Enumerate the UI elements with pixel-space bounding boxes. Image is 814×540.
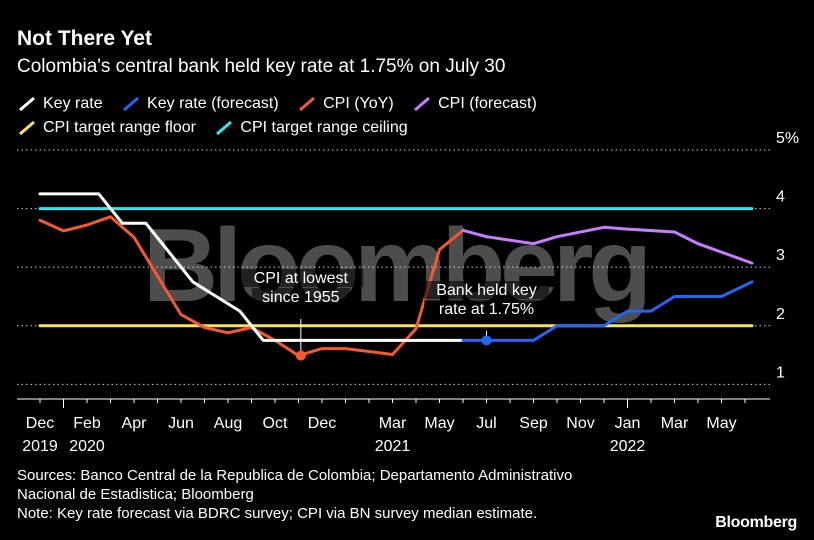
annotation-label-bg bbox=[424, 281, 549, 299]
x-year-label: 2020 bbox=[69, 438, 105, 455]
chart-title: Not There Yet bbox=[17, 27, 152, 50]
sources-line-2: Nacional de Estadistica; Bloomberg bbox=[17, 486, 254, 503]
series-key-rate-forecast bbox=[461, 280, 754, 342]
x-tick-label: Dec bbox=[26, 415, 54, 432]
series-key-rate bbox=[38, 192, 465, 342]
legend-label: CPI target range ceiling bbox=[240, 119, 408, 136]
y-tick-label: 3 bbox=[776, 247, 785, 264]
x-tick-label: Feb bbox=[73, 415, 101, 432]
legend-row-1: Key rate Key rate (forecast) CPI (YoY) C… bbox=[17, 95, 807, 117]
legend-row-2: CPI target range floor CPI target range … bbox=[17, 119, 807, 141]
x-year-label: 2022 bbox=[610, 438, 646, 455]
chart-subtitle: Colombia's central bank held key rate at… bbox=[17, 56, 506, 77]
x-tick-label: Apr bbox=[122, 415, 148, 432]
annotation-label-bg bbox=[424, 300, 549, 318]
x-tick-label: Aug bbox=[214, 415, 242, 432]
y-tick-label: 2 bbox=[776, 306, 785, 323]
x-axis: Dec 2019 Feb 2020 Apr Jun Aug Oct Dec Mar 2021 May J… bbox=[17, 398, 770, 455]
legend-label: CPI target range floor bbox=[43, 119, 196, 136]
legend-swatch-icon bbox=[19, 96, 35, 112]
legend-label: CPI (YoY) bbox=[323, 95, 394, 112]
x-tick-label: Jun bbox=[168, 415, 194, 432]
x-tick-label: Sep bbox=[519, 415, 548, 432]
x-year-label: 2021 bbox=[375, 438, 411, 455]
sources-line-1: Sources: Banco Central de la Republica d… bbox=[17, 467, 573, 484]
annotation-label-bg bbox=[251, 288, 350, 306]
x-tick-label: May bbox=[424, 415, 454, 432]
annotation-label: since 1955 bbox=[262, 289, 339, 306]
bloomberg-logo: Bloomberg bbox=[715, 514, 797, 531]
legend-item-cpi-yoy: CPI (YoY) bbox=[297, 95, 394, 113]
x-tick-label: Nov bbox=[566, 415, 594, 432]
x-tick-label: Mar bbox=[661, 415, 689, 432]
annotation-label: Bank held key bbox=[436, 282, 537, 299]
footer-notes: Sources: Banco Central de la Republica d… bbox=[17, 466, 572, 523]
annotation-label: rate at 1.75% bbox=[439, 301, 534, 318]
y-tick-label: 4 bbox=[776, 189, 785, 206]
legend-swatch-icon bbox=[19, 120, 35, 136]
legend-item-key-rate: Key rate bbox=[17, 95, 103, 113]
annotation-label-bg bbox=[238, 269, 364, 287]
legend-swatch-icon bbox=[414, 96, 431, 112]
x-year-label: 2019 bbox=[22, 438, 58, 455]
legend-label: Key rate bbox=[43, 95, 103, 112]
legend-label: Key rate (forecast) bbox=[147, 95, 279, 112]
x-tick-label: Jul bbox=[476, 415, 496, 432]
legend-item-key-rate-forecast: Key rate (forecast) bbox=[121, 95, 279, 113]
y-tick-label: 1 bbox=[776, 364, 785, 381]
legend-item-cpi-ceiling: CPI target range ceiling bbox=[214, 119, 408, 137]
x-tick-label: Jan bbox=[615, 415, 641, 432]
y-axis: 1 2 3 4 5% bbox=[776, 130, 799, 381]
legend-swatch-icon bbox=[299, 96, 316, 112]
annotations: CPI at lowest since 1955 Bank held key rate… bbox=[238, 269, 549, 361]
y-tick-label: 5% bbox=[776, 130, 799, 147]
x-tick-label: Mar bbox=[379, 415, 407, 432]
bloomberg-watermark: Bloomberg bbox=[143, 208, 647, 324]
legend-item-cpi-forecast: CPI (forecast) bbox=[412, 95, 537, 113]
legend-item-cpi-floor: CPI target range floor bbox=[17, 119, 196, 137]
note-line: Note: Key rate forecast via BDRC survey;… bbox=[17, 505, 538, 522]
x-tick-label: Dec bbox=[308, 415, 336, 432]
legend-swatch-icon bbox=[216, 120, 233, 136]
annotation-label: CPI at lowest bbox=[254, 270, 349, 287]
series-cpi-forecast bbox=[461, 225, 754, 265]
annotation-marker bbox=[481, 335, 492, 346]
series-lines bbox=[38, 192, 754, 358]
annotation-marker bbox=[295, 350, 306, 361]
x-tick-label: Oct bbox=[263, 415, 288, 432]
legend-label: CPI (forecast) bbox=[438, 95, 537, 112]
legend-swatch-icon bbox=[123, 96, 140, 112]
x-tick-label: May bbox=[706, 415, 736, 432]
